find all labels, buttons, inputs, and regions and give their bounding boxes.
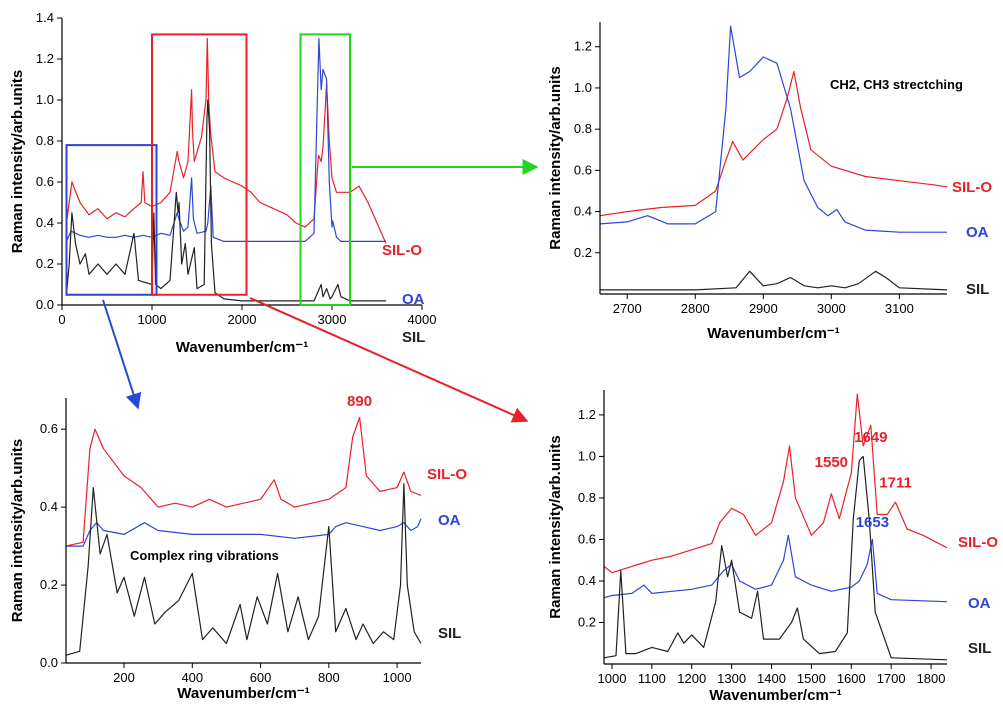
x-tick-label: 1700 (877, 671, 906, 686)
x-tick-label: 0 (58, 312, 65, 327)
chart-title: CH2, CH3 strectching (830, 77, 963, 92)
x-tick-label: 600 (250, 670, 272, 685)
series-label-sil-o: SIL-O (382, 242, 422, 259)
x-axis-label: Wavenumber/cm⁻¹ (709, 687, 841, 704)
x-tick-label: 1100 (638, 671, 666, 686)
series-label-sil: SIL (402, 329, 425, 346)
series-label-oa: OA (438, 512, 461, 529)
ring-vibrations-panel: 200 400 600 800 1000 0.0 0.2 0.4 0.6 Wavenumber/c… (9, 393, 467, 702)
x-axis-label: Wavenumber/cm⁻¹ (176, 339, 308, 356)
series-label-oa: OA (966, 224, 989, 241)
y-tick-label: 0.2 (36, 256, 54, 271)
series-label-oa: OA (402, 291, 425, 308)
peak-annotation: 890 (347, 393, 372, 410)
series-line-sil-o (66, 418, 421, 547)
y-tick-label: 1.4 (36, 10, 54, 25)
fingerprint-panel: 1000 1100 1200 1300 1400 1500 1600 1700 1800 0.2 0… (547, 390, 998, 704)
red-zoom-arrow (250, 298, 527, 421)
x-tick-label: 1300 (717, 671, 746, 686)
series-label-sil: SIL (438, 625, 461, 642)
y-tick-label: 0.0 (40, 655, 58, 670)
x-tick-label: 2000 (228, 312, 257, 327)
y-tick-label: 0.0 (36, 297, 54, 312)
series-line-oa (66, 519, 421, 546)
y-tick-label: 0.4 (578, 573, 596, 588)
series-label-sil-o: SIL-O (952, 179, 992, 196)
x-axis-label: Wavenumber/cm⁻¹ (707, 325, 839, 342)
x-tick-label: 3000 (318, 312, 347, 327)
series-label-sil-o: SIL-O (427, 466, 467, 483)
y-tick-label: 1.2 (36, 51, 54, 66)
x-tick-label: 200 (113, 670, 135, 685)
ch-stretching-panel: 2700 2800 2900 3000 3100 0.2 0.4 0.6 0.8 1.0 1.2 Wa… (547, 22, 992, 342)
x-tick-label: 3000 (817, 301, 846, 316)
y-tick-label: 1.2 (574, 39, 592, 54)
y-tick-label: 1.2 (578, 407, 596, 422)
y-axis-label: Raman intensity/arb.units (9, 439, 26, 622)
x-tick-label: 2800 (681, 301, 710, 316)
x-tick-label: 1400 (757, 671, 786, 686)
y-tick-label: 0.6 (578, 531, 596, 546)
y-tick-label: 0.2 (578, 614, 596, 629)
series-label-sil-o: SIL-O (958, 534, 998, 551)
red-highlight-box (152, 34, 247, 294)
chart-title: Complex ring vibrations (130, 548, 279, 563)
y-tick-label: 1.0 (36, 92, 54, 107)
series-line-sil (66, 484, 421, 656)
y-tick-label: 0.4 (36, 215, 54, 230)
y-tick-label: 0.6 (574, 162, 592, 177)
series-line-sil-o (600, 72, 947, 216)
x-tick-label: 1800 (917, 671, 946, 686)
x-tick-label: 800 (318, 670, 340, 685)
series-line-oa (600, 26, 947, 232)
peak-annotation: 1649 (854, 429, 887, 446)
y-tick-label: 0.8 (574, 121, 592, 136)
blue-highlight-box (67, 145, 157, 295)
x-axis-label: Wavenumber/cm⁻¹ (177, 685, 309, 702)
y-axis-label: Raman intensity/arb.units (547, 435, 564, 618)
x-tick-label: 1000 (138, 312, 167, 327)
y-tick-label: 0.8 (36, 133, 54, 148)
x-tick-label: 1600 (837, 671, 866, 686)
series-line-sil (600, 271, 947, 290)
y-axis-label: Raman intensity/arb.units (547, 66, 564, 249)
x-tick-label: 1000 (383, 670, 412, 685)
x-tick-label: 1200 (677, 671, 706, 686)
series-line-oa (67, 39, 387, 242)
y-tick-label: 0.4 (574, 204, 592, 219)
y-tick-label: 0.2 (574, 245, 592, 260)
y-axis-label: Raman intensity/arb.units (9, 70, 26, 253)
y-tick-label: 0.2 (40, 577, 58, 592)
x-tick-label: 1500 (797, 671, 826, 686)
series-line-sil (67, 100, 387, 301)
series-line-oa (604, 535, 947, 601)
x-tick-label: 3100 (885, 301, 914, 316)
series-label-sil: SIL (966, 281, 989, 298)
y-tick-label: 1.0 (578, 448, 596, 463)
series-line-sil-o (67, 39, 387, 244)
series-label-sil: SIL (968, 640, 991, 657)
y-tick-label: 0.8 (578, 490, 596, 505)
peak-annotation: 1711 (879, 475, 912, 492)
blue-zoom-arrow (103, 300, 138, 408)
x-tick-label: 4000 (408, 312, 437, 327)
x-tick-label: 400 (181, 670, 203, 685)
x-tick-label: 1000 (598, 671, 627, 686)
y-tick-label: 0.4 (40, 499, 58, 514)
x-tick-label: 2900 (749, 301, 778, 316)
y-tick-label: 0.6 (40, 421, 58, 436)
series-label-oa: OA (968, 595, 991, 612)
peak-annotation: 1550 (815, 454, 848, 471)
y-tick-label: 0.6 (36, 174, 54, 189)
peak-annotation: 1653 (856, 514, 889, 531)
x-tick-label: 2700 (613, 301, 642, 316)
y-tick-label: 1.0 (574, 80, 592, 95)
overview-panel: 0 1000 2000 3000 4000 0.0 0.2 0.4 0.6 0.8 1.0 1.2 1.… (9, 10, 436, 356)
